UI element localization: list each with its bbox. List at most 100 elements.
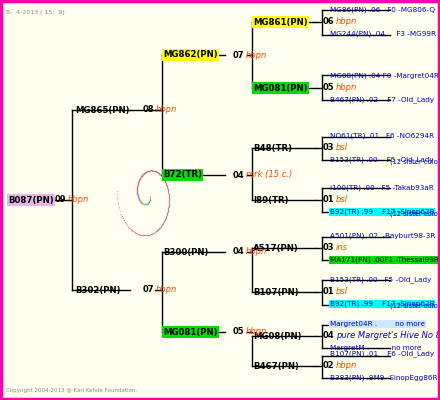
Point: [136, 175, 143, 181]
Point: [165, 200, 172, 206]
Point: [143, 168, 150, 175]
Point: [155, 170, 162, 176]
Point: [161, 176, 168, 183]
Point: [141, 170, 148, 176]
Point: [164, 185, 171, 192]
Point: [161, 216, 169, 222]
Text: MG081(PN): MG081(PN): [163, 328, 217, 336]
Point: [151, 168, 158, 174]
Point: [143, 232, 150, 238]
Point: [137, 174, 144, 181]
Point: [145, 232, 152, 238]
Point: [135, 196, 142, 202]
Point: [134, 189, 141, 195]
Point: [145, 200, 152, 206]
Point: [159, 174, 166, 180]
Point: [153, 228, 160, 234]
Point: [146, 196, 153, 202]
Point: [165, 195, 172, 201]
Point: [138, 172, 145, 179]
Point: [143, 201, 150, 207]
Point: [135, 195, 142, 202]
Point: [137, 198, 144, 204]
Point: [135, 179, 142, 186]
Point: [159, 221, 166, 227]
Point: [134, 182, 141, 188]
Point: [145, 199, 152, 206]
Point: [149, 167, 156, 174]
Text: B467(PN) .02    F7 -Old_Lady: B467(PN) .02 F7 -Old_Lady: [330, 97, 434, 103]
Point: [122, 220, 129, 227]
Point: [137, 175, 144, 181]
Point: [155, 226, 162, 233]
Point: [142, 169, 149, 175]
Point: [141, 170, 148, 176]
Point: [145, 168, 152, 174]
Point: [154, 169, 161, 175]
Point: [134, 188, 141, 194]
Point: [136, 176, 143, 183]
Point: [134, 193, 141, 199]
Point: [146, 168, 153, 174]
Point: [161, 178, 169, 185]
Text: A517(PN): A517(PN): [253, 244, 299, 252]
Point: [155, 226, 162, 232]
Point: [151, 168, 158, 174]
Point: [165, 188, 172, 194]
Point: [114, 196, 121, 202]
Point: [165, 204, 172, 210]
Point: [139, 171, 147, 178]
Point: [135, 193, 142, 200]
Point: [165, 205, 172, 212]
Point: [135, 195, 142, 202]
Point: [134, 187, 141, 194]
Point: [136, 177, 143, 183]
Text: 03: 03: [323, 244, 334, 252]
Point: [141, 201, 148, 208]
Point: [164, 210, 171, 216]
Point: [146, 232, 153, 238]
Point: [165, 187, 172, 194]
Point: [155, 170, 162, 176]
Point: [165, 193, 172, 199]
Point: [137, 174, 144, 181]
Point: [144, 168, 151, 174]
Point: [135, 178, 142, 184]
Point: [165, 198, 172, 205]
Point: [165, 195, 172, 202]
Point: [117, 211, 125, 217]
Point: [165, 206, 172, 212]
Point: [164, 186, 171, 192]
Point: [142, 169, 149, 175]
Point: [164, 208, 171, 214]
Point: [143, 168, 150, 175]
Point: [153, 168, 160, 175]
Point: [163, 182, 170, 188]
Point: [158, 173, 165, 180]
Point: [134, 182, 141, 188]
Point: [164, 186, 171, 193]
Text: B153(TR) .00    F5 -Old_Lady: B153(TR) .00 F5 -Old_Lady: [330, 157, 434, 163]
Point: [163, 211, 170, 218]
Point: [134, 191, 141, 197]
Point: [159, 174, 166, 180]
Point: [143, 201, 150, 207]
Point: [160, 175, 167, 182]
Point: [148, 230, 155, 237]
Point: [139, 171, 147, 177]
Point: [134, 183, 141, 189]
Point: [163, 182, 170, 189]
Point: [157, 172, 164, 178]
Point: [128, 226, 135, 233]
Point: [155, 170, 162, 176]
Point: [140, 170, 147, 177]
Point: [165, 197, 172, 203]
Point: [137, 174, 144, 180]
Point: [159, 174, 166, 180]
Point: [146, 194, 153, 200]
Point: [146, 196, 153, 203]
Point: [122, 220, 129, 226]
Point: [139, 200, 146, 207]
Point: [159, 220, 166, 227]
Point: [161, 177, 168, 183]
